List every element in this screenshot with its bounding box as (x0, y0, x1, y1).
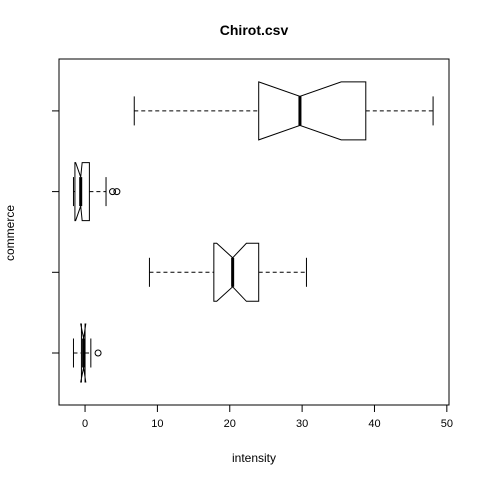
x-tick-label: 40 (368, 418, 380, 430)
x-tick-label: 0 (82, 418, 88, 430)
x-axis: 0 10 20 30 40 50 (82, 404, 453, 430)
box-2 (148, 242, 307, 302)
x-tick-label: 20 (224, 418, 236, 430)
box-4 (133, 81, 434, 141)
outlier-point (94, 349, 102, 357)
notched-box (80, 323, 87, 383)
y-axis-label: commerce (3, 205, 17, 261)
notched-box (213, 242, 260, 302)
chart-title: Chirot.csv (220, 22, 289, 38)
outlier-point (109, 188, 117, 196)
outlier-point (113, 188, 121, 196)
notched-box (258, 81, 367, 141)
y-axis (52, 110, 59, 354)
box-1 (72, 323, 102, 383)
x-axis-label: intensity (232, 451, 276, 465)
notched-box (74, 162, 90, 222)
x-tick-label: 50 (441, 418, 453, 430)
box-group (72, 81, 434, 383)
x-tick-label: 30 (296, 418, 308, 430)
x-tick-label: 10 (151, 418, 163, 430)
box-3 (72, 162, 121, 222)
